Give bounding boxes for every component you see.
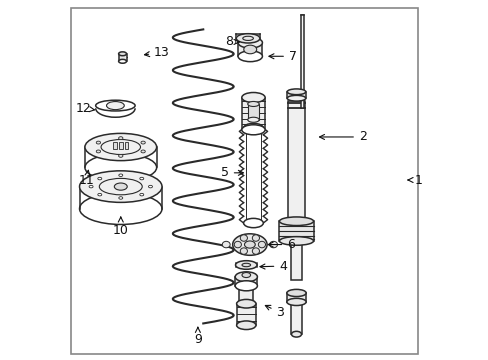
Ellipse shape	[141, 141, 145, 144]
Text: 8: 8	[225, 35, 239, 49]
Ellipse shape	[98, 193, 102, 196]
Ellipse shape	[286, 289, 305, 297]
Text: 9: 9	[194, 327, 202, 346]
Ellipse shape	[291, 331, 301, 337]
Ellipse shape	[247, 117, 259, 122]
Bar	[235, 277, 257, 286]
Bar	[286, 293, 305, 302]
Bar	[236, 304, 255, 325]
Ellipse shape	[80, 171, 162, 202]
Ellipse shape	[101, 140, 140, 154]
Text: 4: 4	[260, 260, 286, 273]
Ellipse shape	[222, 241, 230, 248]
Bar	[291, 302, 301, 334]
Ellipse shape	[244, 45, 256, 54]
Ellipse shape	[119, 59, 126, 63]
Bar	[279, 221, 313, 241]
Text: 11: 11	[79, 170, 94, 186]
Ellipse shape	[99, 179, 142, 195]
Ellipse shape	[148, 185, 152, 188]
Ellipse shape	[141, 150, 145, 153]
Ellipse shape	[114, 183, 127, 190]
Ellipse shape	[106, 102, 124, 110]
Ellipse shape	[279, 217, 313, 226]
Bar	[286, 92, 305, 98]
Text: 5: 5	[220, 166, 243, 179]
Ellipse shape	[238, 51, 262, 62]
Ellipse shape	[140, 177, 143, 180]
Ellipse shape	[96, 141, 101, 144]
Text: 6: 6	[268, 238, 294, 251]
Ellipse shape	[235, 281, 257, 291]
Ellipse shape	[279, 237, 313, 245]
Ellipse shape	[235, 272, 257, 282]
Ellipse shape	[235, 261, 257, 269]
Ellipse shape	[286, 89, 305, 95]
Bar	[236, 36, 260, 43]
Ellipse shape	[236, 300, 255, 308]
Ellipse shape	[240, 235, 247, 241]
Text: 7: 7	[268, 50, 296, 63]
Ellipse shape	[269, 241, 277, 248]
Ellipse shape	[234, 241, 241, 248]
Bar	[287, 101, 305, 223]
Ellipse shape	[80, 193, 162, 225]
Ellipse shape	[258, 241, 265, 248]
Ellipse shape	[119, 137, 122, 140]
Ellipse shape	[286, 95, 305, 101]
Ellipse shape	[238, 37, 262, 48]
Ellipse shape	[252, 235, 259, 241]
Ellipse shape	[242, 36, 253, 40]
Ellipse shape	[98, 177, 102, 180]
Bar	[124, 141, 128, 149]
Bar	[119, 54, 126, 61]
Ellipse shape	[119, 52, 126, 56]
Ellipse shape	[236, 321, 255, 329]
Text: 3: 3	[265, 305, 284, 319]
Bar	[238, 42, 262, 56]
Ellipse shape	[236, 34, 260, 43]
Bar	[235, 263, 257, 267]
Ellipse shape	[247, 102, 259, 107]
Bar	[119, 141, 122, 149]
Text: 12: 12	[75, 102, 94, 115]
Ellipse shape	[252, 248, 259, 254]
Ellipse shape	[244, 241, 255, 248]
Text: 1: 1	[407, 174, 422, 186]
Bar	[241, 98, 264, 130]
Text: 10: 10	[113, 217, 128, 237]
Ellipse shape	[119, 154, 122, 157]
Ellipse shape	[96, 100, 135, 111]
Ellipse shape	[140, 193, 143, 196]
Bar	[247, 104, 259, 120]
Ellipse shape	[241, 125, 264, 135]
Ellipse shape	[85, 134, 156, 161]
Text: 2: 2	[319, 130, 366, 144]
Bar	[113, 141, 117, 149]
Text: 13: 13	[144, 46, 169, 59]
Bar	[290, 241, 302, 280]
Ellipse shape	[241, 93, 264, 103]
Ellipse shape	[242, 263, 250, 267]
Ellipse shape	[286, 298, 305, 306]
Ellipse shape	[96, 150, 101, 153]
Bar	[239, 286, 253, 304]
Ellipse shape	[242, 273, 250, 278]
Ellipse shape	[232, 234, 266, 255]
Ellipse shape	[240, 248, 247, 254]
Ellipse shape	[119, 197, 122, 199]
Ellipse shape	[243, 219, 263, 228]
Ellipse shape	[85, 154, 156, 181]
Bar	[300, 15, 304, 108]
Ellipse shape	[119, 174, 122, 176]
Ellipse shape	[89, 185, 93, 188]
Ellipse shape	[243, 123, 263, 133]
